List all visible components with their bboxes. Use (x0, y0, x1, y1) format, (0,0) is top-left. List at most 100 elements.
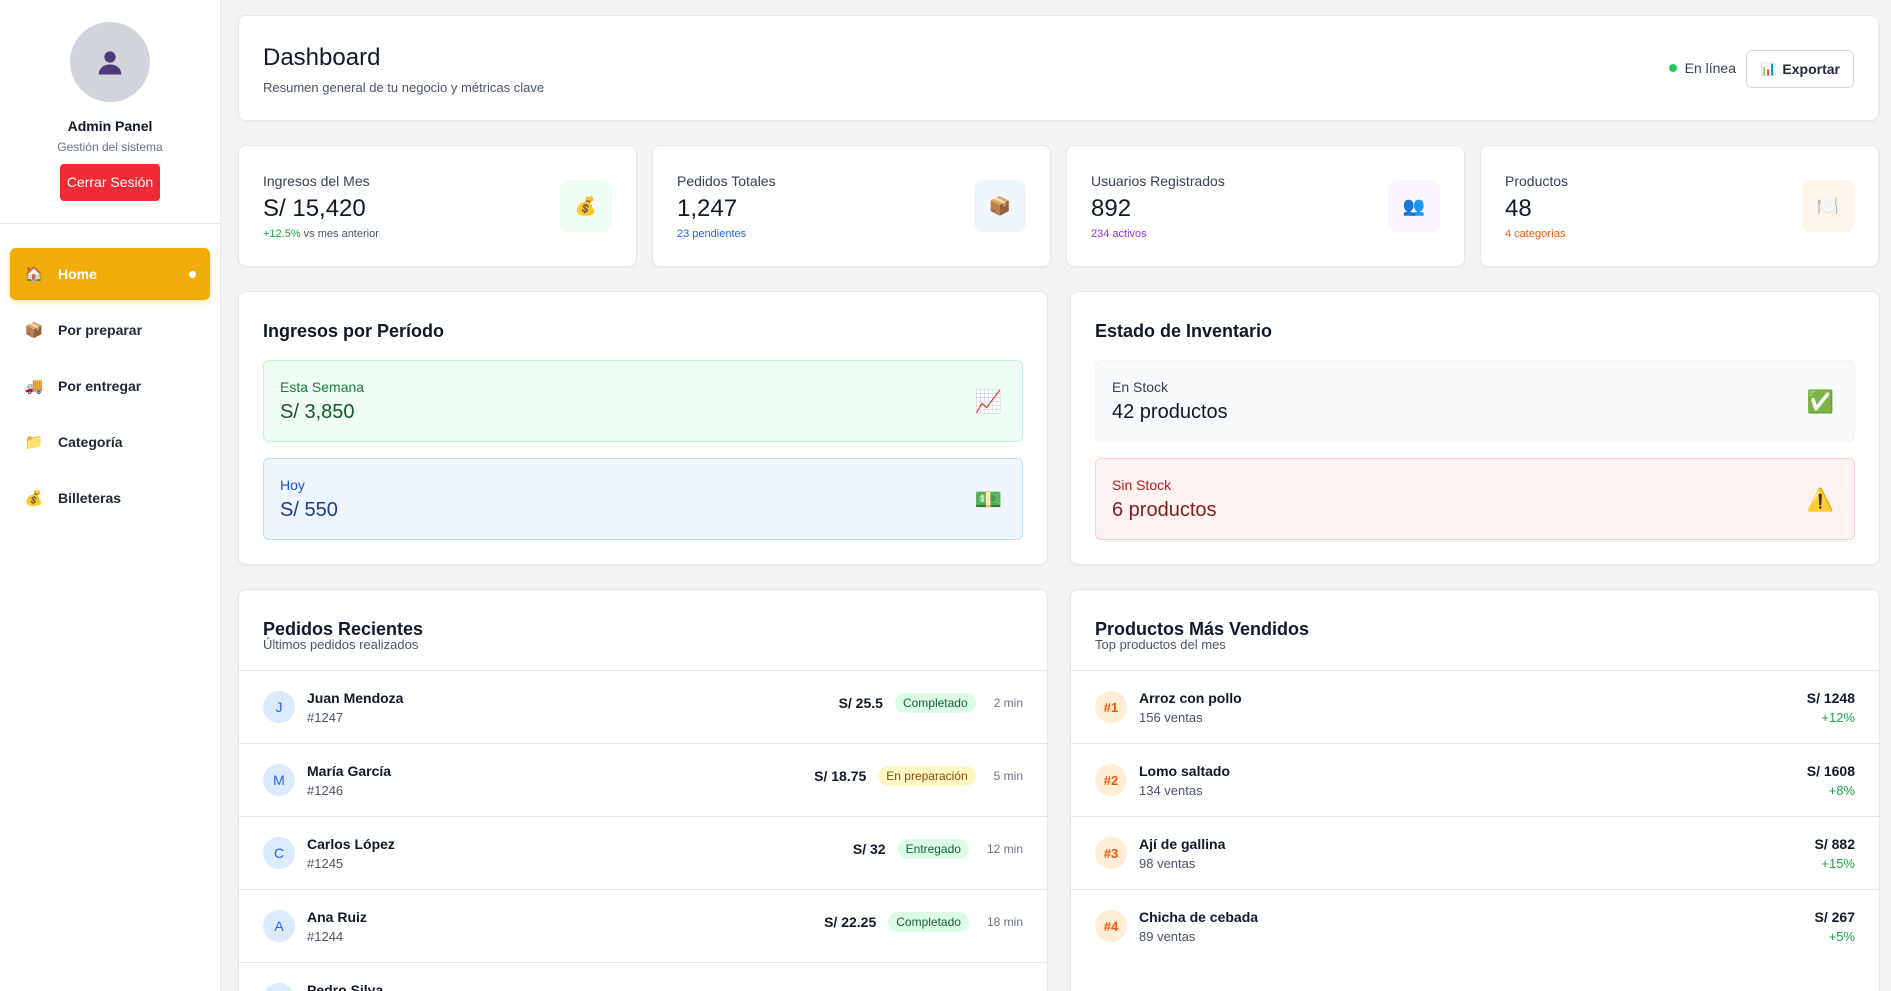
product-row[interactable]: #4 Chicha de cebada 89 ventas S/ 267 +5% (1071, 889, 1879, 962)
home-icon: 🏠 (24, 266, 44, 283)
order-row[interactable]: C Carlos López #1245 S/ 32 Entregado 12 … (239, 816, 1047, 889)
stat-label: Pedidos Totales (677, 173, 776, 189)
products-list: #1 Arroz con pollo 156 ventas S/ 1248 +1… (1071, 670, 1879, 962)
stat-sub: 234 activos (1091, 228, 1147, 240)
stat-sub: 23 pendientes (677, 228, 747, 240)
order-time: 5 min (993, 769, 1023, 783)
admin-subtitle: Gestión del sistema (57, 140, 163, 154)
tile-label: Hoy (280, 477, 305, 493)
orders-list: J Juan Mendoza #1247 S/ 25.5 Completado … (239, 670, 1047, 991)
order-row[interactable]: A Ana Ruiz #1244 S/ 22.25 Completado 18 … (239, 889, 1047, 962)
order-time: 2 min (993, 696, 1023, 710)
stat-label: Ingresos del Mes (263, 173, 370, 189)
tile-value: S/ 550 (280, 499, 338, 521)
panel-title: Estado de Inventario (1095, 321, 1273, 341)
product-row[interactable]: #1 Arroz con pollo 156 ventas S/ 1248 +1… (1071, 670, 1879, 743)
package-icon: 📦 (974, 180, 1026, 232)
rank-badge: #1 (1095, 691, 1127, 723)
order-amount: S/ 32 (852, 841, 886, 857)
status-badge: Completado (894, 693, 976, 713)
export-button[interactable]: 📊 Exportar (1746, 50, 1854, 88)
today-income-tile: Hoy S/ 550 💵 (263, 458, 1023, 540)
stat-card-usuarios: Usuarios Registrados 892 234 activos 👥 (1066, 145, 1465, 267)
order-row[interactable]: M María García #1246 S/ 18.75 En prepara… (239, 743, 1047, 816)
rank-badge: #2 (1095, 764, 1127, 796)
money-bag-icon: 💰 (560, 180, 612, 232)
week-income-tile: Esta Semana S/ 3,850 📈 (263, 360, 1023, 442)
product-amount: S/ 267 (1814, 909, 1855, 925)
stat-value: 892 (1091, 195, 1132, 222)
product-name: Chicha de cebada (1139, 909, 1259, 925)
stat-label: Usuarios Registrados (1091, 173, 1225, 189)
online-status: En línea (1668, 60, 1736, 76)
order-row[interactable]: P Pedro Silva (239, 962, 1047, 991)
rank-badge: #3 (1095, 837, 1127, 869)
sidebar-item-label: Por preparar (58, 322, 143, 338)
sidebar-item-home[interactable]: 🏠 Home (10, 248, 210, 300)
sidebar: Admin Panel Gestión del sistema Cerrar S… (0, 0, 221, 991)
tile-value: 6 productos (1112, 499, 1217, 521)
product-sales: 134 ventas (1139, 783, 1203, 798)
order-amount: S/ 22.25 (824, 914, 877, 930)
cash-icon: 💵 (974, 487, 1002, 512)
order-id: #1245 (307, 856, 344, 871)
sidebar-item-por-preparar[interactable]: 📦 Por preparar (10, 304, 210, 356)
order-id: #1244 (307, 929, 344, 944)
order-row[interactable]: J Juan Mendoza #1247 S/ 25.5 Completado … (239, 670, 1047, 743)
sidebar-item-label: Categoría (58, 434, 123, 450)
order-meta: S/ 22.25 Completado 18 min (824, 912, 1023, 932)
check-icon: ✅ (1806, 389, 1834, 414)
ingresos-panel: Ingresos por Período Esta Semana S/ 3,85… (238, 291, 1048, 565)
users-icon: 👥 (1388, 180, 1440, 232)
stat-value: S/ 15,420 (263, 195, 366, 222)
stat-card-ingresos: Ingresos del Mes S/ 15,420 +12.5% vs mes… (238, 145, 637, 267)
stat-sub: 4 categorías (1505, 228, 1566, 240)
order-meta: S/ 25.5 Completado 2 min (839, 693, 1023, 713)
money-bag-icon: 💰 (24, 490, 44, 507)
product-change: +12% (1821, 710, 1855, 725)
status-label: En línea (1684, 60, 1736, 76)
logout-button[interactable]: Cerrar Sesión (59, 164, 161, 201)
sidebar-item-categoria[interactable]: 📁 Categoría (10, 416, 210, 468)
product-change: +8% (1828, 783, 1855, 798)
sidebar-item-billeteras[interactable]: 💰 Billeteras (10, 472, 210, 524)
status-badge: Completado (888, 912, 969, 932)
customer-name: Juan Mendoza (307, 690, 404, 706)
product-meta: S/ 267 +5% (1815, 909, 1855, 944)
page-subtitle: Resumen general de tu negocio y métricas… (263, 80, 545, 95)
product-name: Lomo saltado (1139, 763, 1231, 779)
status-badge: En preparación (878, 766, 976, 786)
sidebar-item-label: Por entregar (58, 378, 142, 394)
product-meta: S/ 1608 +8% (1807, 763, 1855, 798)
product-amount: S/ 882 (1814, 836, 1855, 852)
warning-icon: ⚠️ (1806, 487, 1834, 512)
sidebar-nav: 🏠 Home 📦 Por preparar 🚚 Por entregar 📁 C… (0, 224, 220, 524)
product-meta: S/ 1248 +12% (1807, 690, 1855, 725)
customer-avatar: A (263, 910, 295, 942)
customer-avatar: J (263, 691, 295, 723)
sidebar-item-label: Home (58, 266, 97, 282)
status-badge: Entregado (897, 839, 969, 859)
product-row[interactable]: #3 Ají de gallina 98 ventas S/ 882 +15% (1071, 816, 1879, 889)
top-products-panel: Productos Más Vendidos Top productos del… (1070, 589, 1880, 991)
stat-sub: +12.5% vs mes anterior (263, 228, 379, 240)
recent-orders-panel: Pedidos Recientes Últimos pedidos realiz… (238, 589, 1048, 991)
order-meta: S/ 32 Entregado 12 min (853, 839, 1023, 859)
admin-name: Admin Panel (67, 118, 153, 134)
customer-name: Carlos López (307, 836, 395, 852)
product-amount: S/ 1608 (1806, 763, 1855, 779)
out-of-stock-tile: Sin Stock 6 productos ⚠️ (1095, 458, 1855, 540)
product-row[interactable]: #2 Lomo saltado 134 ventas S/ 1608 +8% (1071, 743, 1879, 816)
tile-value: 42 productos (1112, 401, 1228, 423)
order-id: #1246 (307, 783, 344, 798)
product-name: Ají de gallina (1139, 836, 1226, 852)
sidebar-item-por-entregar[interactable]: 🚚 Por entregar (10, 360, 210, 412)
in-stock-tile: En Stock 42 productos ✅ (1095, 360, 1855, 442)
stat-sub-text: vs mes anterior (300, 228, 379, 240)
chart-up-icon: 📈 (974, 389, 1002, 414)
order-id: #1247 (307, 710, 344, 725)
order-time: 18 min (986, 915, 1023, 929)
export-label: Exportar (1782, 61, 1840, 77)
customer-avatar: P (263, 983, 295, 991)
sidebar-item-label: Billeteras (58, 490, 122, 506)
